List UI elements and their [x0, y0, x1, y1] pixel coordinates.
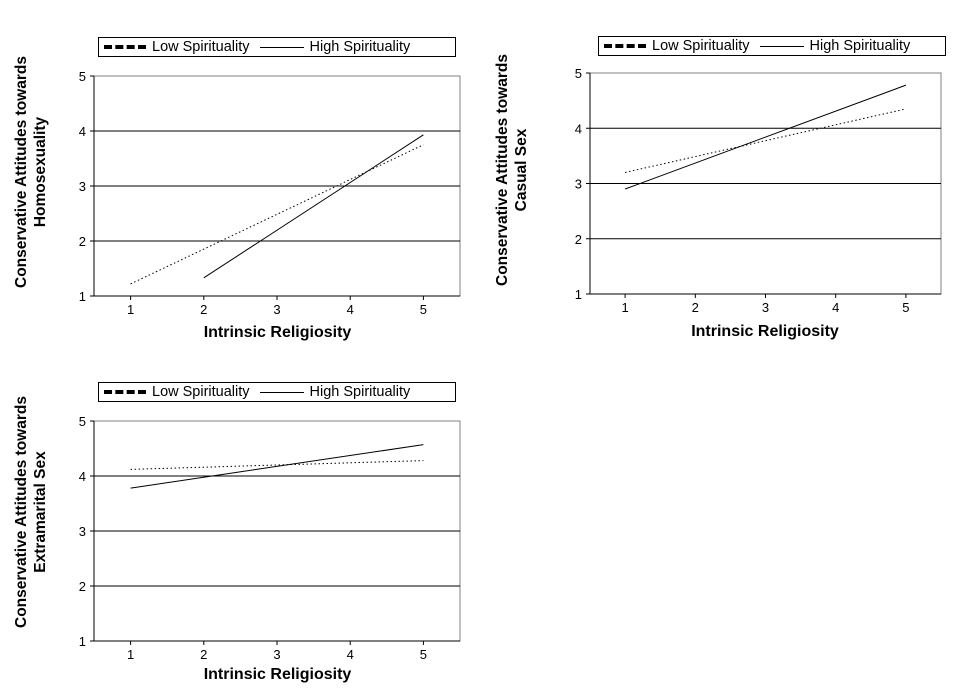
chart-homosexuality: Low Spirituality High Spirituality Conse…: [0, 0, 470, 345]
legend-label-high-spirituality: High Spirituality: [309, 384, 411, 400]
chart-extramarital-sex: Low Spirituality High Spirituality Conse…: [0, 345, 470, 689]
legend-label-low-spirituality: Low Spirituality: [152, 384, 250, 400]
legend-label-high-spirituality: High Spirituality: [809, 38, 911, 54]
y-tick-label: 2: [575, 232, 582, 247]
series-line-high-spirituality: [130, 444, 424, 489]
y-tick-label: 4: [575, 121, 582, 136]
legend-label-low-spirituality: Low Spirituality: [652, 38, 750, 54]
series-line-high-spirituality: [624, 84, 907, 190]
x-tick-label: 3: [273, 302, 280, 317]
x-tick-label: 1: [127, 302, 134, 317]
legend-label-low-spirituality: Low Spirituality: [152, 39, 250, 55]
y-tick-label: 3: [79, 179, 86, 194]
legend-swatch-high-spirituality: [259, 391, 304, 393]
x-tick-label: 2: [200, 302, 207, 317]
y-tick-label: 5: [575, 66, 582, 81]
y-tick-label: 2: [79, 579, 86, 594]
y-tick-label: 5: [79, 414, 86, 429]
series-line-low-spirituality: [130, 144, 424, 285]
plot-area: 1 2 3 4 5 1 2 3 4 5: [575, 66, 942, 315]
series-line-low-spirituality: [624, 108, 907, 173]
y-tick-label: 1: [79, 289, 86, 304]
legend: Low Spirituality High Spirituality: [98, 382, 456, 402]
x-tick-label: 1: [621, 300, 628, 315]
plot-area: 1 2 3 4 5 1 2 3 4 5: [79, 69, 461, 317]
series-line-high-spirituality: [203, 134, 424, 279]
legend-swatch-low-spirituality: [104, 45, 146, 49]
legend-swatch-low-spirituality: [604, 44, 646, 48]
y-tick-label: 3: [575, 177, 582, 192]
y-tick-label: 5: [79, 69, 86, 84]
legend: Low Spirituality High Spirituality: [598, 36, 946, 56]
x-tick-label: 4: [347, 302, 354, 317]
y-tick-label: 4: [79, 469, 86, 484]
x-tick-label: 3: [762, 300, 769, 315]
x-tick-label: 3: [273, 647, 280, 662]
x-axis-label: Intrinsic Religiosity: [203, 324, 352, 341]
x-tick-label: 2: [692, 300, 699, 315]
x-tick-label: 5: [902, 300, 909, 315]
legend-swatch-low-spirituality: [104, 390, 146, 394]
legend-label-high-spirituality: High Spirituality: [309, 39, 411, 55]
x-tick-label: 1: [127, 647, 134, 662]
x-tick-label: 5: [420, 302, 427, 317]
series-line-low-spirituality: [130, 460, 424, 470]
x-tick-label: 5: [420, 647, 427, 662]
x-tick-label: 2: [200, 647, 207, 662]
y-tick-label: 1: [79, 634, 86, 649]
legend-swatch-high-spirituality: [759, 45, 804, 47]
x-tick-label: 4: [347, 647, 354, 662]
legend-swatch-high-spirituality: [259, 46, 304, 48]
y-tick-label: 2: [79, 234, 86, 249]
y-tick-label: 1: [575, 287, 582, 302]
x-tick-label: 4: [832, 300, 839, 315]
plot-area: 1 2 3 4 5 1 2 3 4 5: [79, 414, 461, 662]
chart-casual-sex: Low Spirituality High Spirituality Conse…: [475, 0, 955, 345]
x-axis-label: Intrinsic Religiosity: [203, 666, 352, 683]
x-axis-label: Intrinsic Religiosity: [691, 323, 839, 340]
y-tick-label: 4: [79, 124, 86, 139]
y-tick-label: 3: [79, 524, 86, 539]
legend: Low Spirituality High Spirituality: [98, 37, 456, 57]
